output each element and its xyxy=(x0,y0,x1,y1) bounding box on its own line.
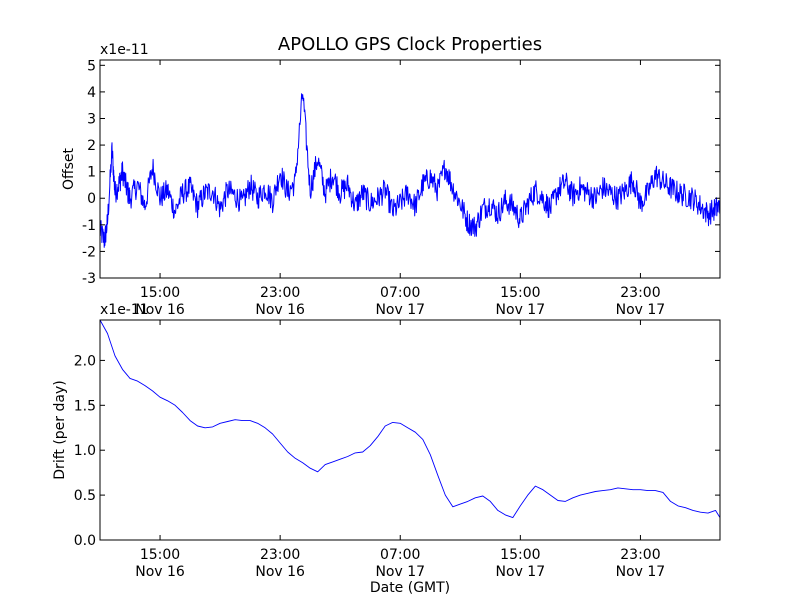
drift-y-tick-label: 1.5 xyxy=(74,398,96,414)
offset-x-tick-time-label: 23:00 xyxy=(620,285,660,301)
drift-y-tick-label: 0.5 xyxy=(74,488,96,504)
drift-x-tick-time-label: 15:00 xyxy=(140,547,180,563)
offset-y-axis-label: Offset xyxy=(61,147,77,190)
offset-y-tick-label: 4 xyxy=(87,85,96,101)
offset-y-tick-label: -2 xyxy=(82,244,96,260)
offset-y-tick-label: 0 xyxy=(87,191,96,207)
offset-x-tick-date-label: Nov 17 xyxy=(496,302,546,318)
drift-x-tick-date-label: Nov 16 xyxy=(255,564,305,580)
offset-y-tick-label: -1 xyxy=(82,218,96,234)
drift-x-tick-date-label: Nov 17 xyxy=(616,564,666,580)
offset-series-line xyxy=(99,93,721,248)
offset-y-tick-label: 2 xyxy=(87,138,96,154)
drift-y-tick-label: 1.0 xyxy=(74,443,96,459)
drift-series-line xyxy=(99,319,721,519)
drift-x-tick-time-label: 23:00 xyxy=(620,547,660,563)
drift-x-tick-time-label: 23:00 xyxy=(260,547,300,563)
offset-y-tick-label: 5 xyxy=(87,58,96,74)
offset-x-tick-date-label: Nov 16 xyxy=(255,302,305,318)
drift-x-tick-time-label: 07:00 xyxy=(380,547,420,563)
offset-x-tick-time-label: 07:00 xyxy=(380,285,420,301)
offset-x-tick-date-label: Nov 17 xyxy=(616,302,666,318)
drift-x-tick-date-label: Nov 16 xyxy=(135,564,185,580)
drift-x-tick-date-label: Nov 17 xyxy=(375,564,425,580)
offset-x-tick-time-label: 23:00 xyxy=(260,285,300,301)
chart-title: APOLLO GPS Clock Properties xyxy=(278,34,542,55)
offset-x-tick-date-label: Nov 17 xyxy=(375,302,425,318)
drift-offset-text: x1e-11 xyxy=(100,302,149,318)
offset-x-tick-time-label: 15:00 xyxy=(140,285,180,301)
offset-y-tick-label: 1 xyxy=(87,165,96,181)
offset-x-tick-time-label: 15:00 xyxy=(500,285,540,301)
drift-y-tick-label: 0.0 xyxy=(74,533,96,549)
offset-y-tick-label: 3 xyxy=(87,111,96,127)
x-axis-label: Date (GMT) xyxy=(370,580,450,596)
offset-offset-text: x1e-11 xyxy=(100,42,149,58)
drift-y-tick-label: 2.0 xyxy=(74,353,96,369)
offset-x-tick-date-label: Nov 16 xyxy=(135,302,185,318)
drift-x-tick-date-label: Nov 17 xyxy=(496,564,546,580)
offset-axes-frame xyxy=(99,59,721,279)
drift-x-tick-time-label: 15:00 xyxy=(500,547,540,563)
offset-y-tick-label: -3 xyxy=(82,271,96,287)
drift-y-axis-label: Drift (per day) xyxy=(52,380,68,479)
drift-axes-frame xyxy=(99,319,721,541)
